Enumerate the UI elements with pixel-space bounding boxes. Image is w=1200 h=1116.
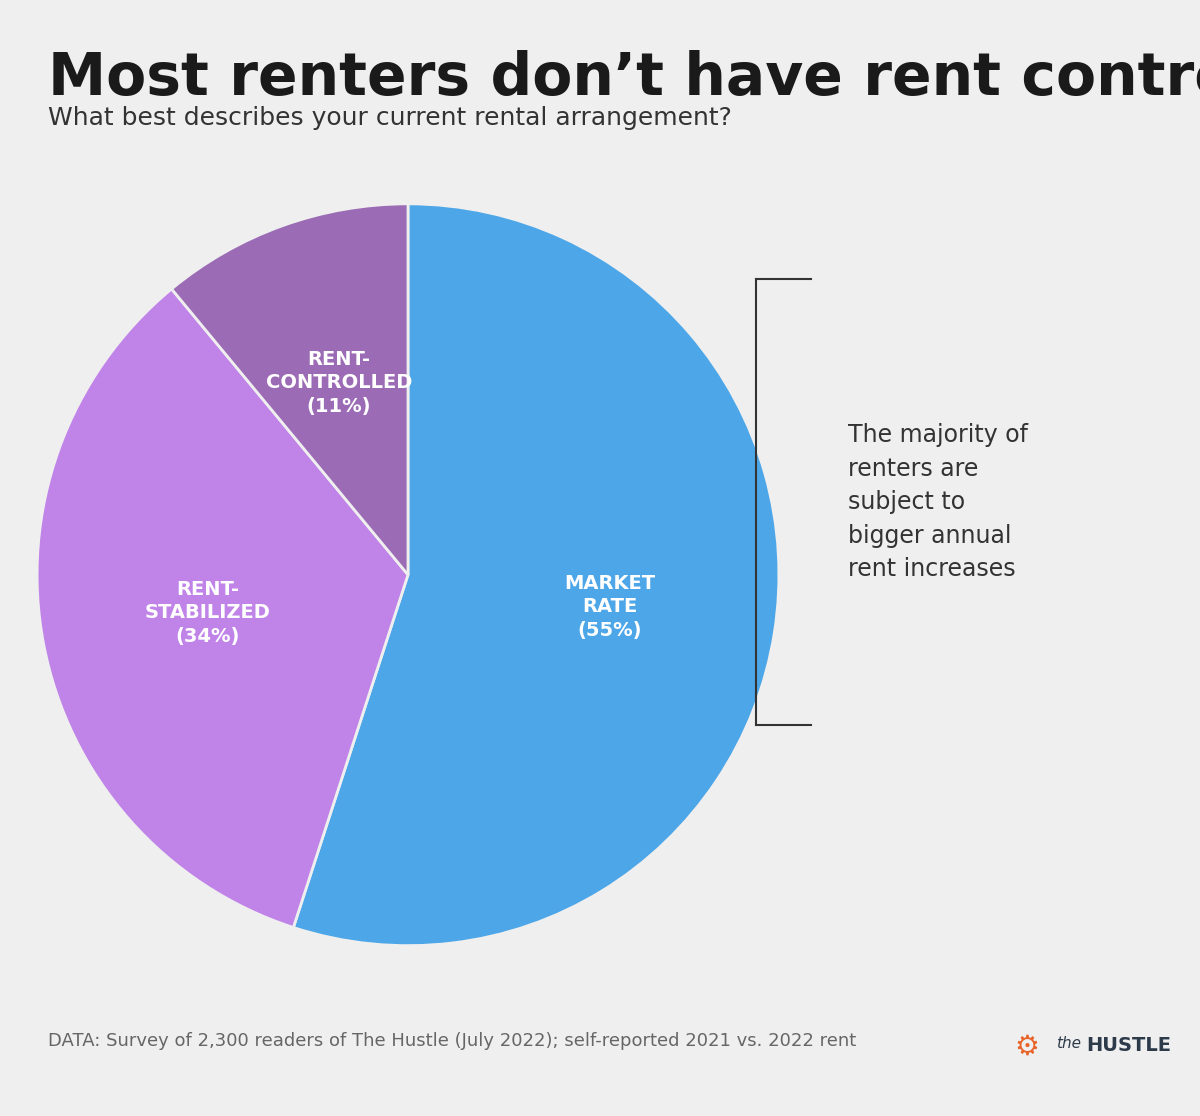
- Text: The majority of
renters are
subject to
bigger annual
rent increases: The majority of renters are subject to b…: [847, 423, 1027, 581]
- Text: MARKET
RATE
(55%): MARKET RATE (55%): [564, 574, 655, 639]
- Text: RENT-
CONTROLLED
(11%): RENT- CONTROLLED (11%): [265, 349, 412, 416]
- Wedge shape: [37, 289, 408, 927]
- Text: HUSTLE: HUSTLE: [1086, 1036, 1171, 1055]
- Wedge shape: [293, 204, 779, 945]
- Text: RENT-
STABILIZED
(34%): RENT- STABILIZED (34%): [145, 580, 270, 646]
- Wedge shape: [172, 204, 408, 575]
- Text: DATA: Survey of 2,300 readers of The Hustle (July 2022); self-reported 2021 vs. : DATA: Survey of 2,300 readers of The Hus…: [48, 1032, 857, 1050]
- Text: Most renters don’t have rent control: Most renters don’t have rent control: [48, 50, 1200, 107]
- Text: ⚙: ⚙: [1014, 1032, 1039, 1060]
- Text: What best describes your current rental arrangement?: What best describes your current rental …: [48, 106, 732, 131]
- Text: the: the: [1056, 1036, 1081, 1050]
